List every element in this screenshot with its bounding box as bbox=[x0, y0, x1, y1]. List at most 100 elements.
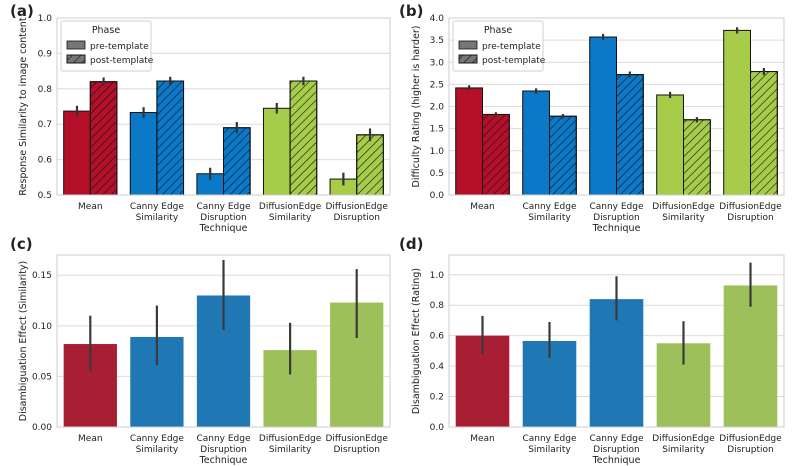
x-tick-label: Canny Edge bbox=[589, 202, 644, 212]
legend-swatch-hatch bbox=[66, 54, 86, 64]
x-tick-label: Disruption bbox=[200, 445, 246, 455]
y-tick-label: 0.05 bbox=[32, 372, 52, 382]
axes-frame bbox=[448, 254, 785, 428]
axes-frame bbox=[56, 17, 391, 196]
y-tick-label: 1.0 bbox=[430, 271, 445, 281]
x-tick-label: Canny Edge bbox=[196, 434, 251, 444]
panel-label: (b) bbox=[399, 2, 423, 20]
x-tick-label: Disruption bbox=[727, 213, 773, 223]
bar-hatch bbox=[356, 134, 384, 196]
panel-1: (a) 0.5 0.6 0.7 0.8 0.9 1.0 Response Similarity… bbox=[10, 2, 391, 234]
bar-hatch bbox=[482, 113, 510, 196]
bar-hatch bbox=[223, 127, 251, 196]
x-tick-label: Similarity bbox=[662, 213, 705, 223]
bar-pre bbox=[723, 29, 752, 196]
bar-pre bbox=[129, 112, 158, 196]
x-tick-label: DiffusionEdge bbox=[719, 202, 782, 212]
x-tick-label: DiffusionEdge bbox=[326, 202, 389, 212]
x-axis-label: Technique bbox=[199, 455, 248, 466]
y-tick-label: 0.6 bbox=[38, 156, 53, 166]
x-tick-label: Disruption bbox=[333, 445, 379, 455]
bar-hatch bbox=[616, 74, 644, 196]
bar-hatch bbox=[683, 119, 711, 196]
x-tick-label: DiffusionEdge bbox=[259, 202, 322, 212]
x-tick-label: Similarity bbox=[136, 213, 179, 223]
bar-pre bbox=[589, 36, 618, 196]
y-tick-label: 0.10 bbox=[32, 322, 52, 332]
x-tick-label: DiffusionEdge bbox=[652, 434, 715, 444]
x-tick-label: Similarity bbox=[662, 445, 705, 455]
bar-hatch bbox=[549, 115, 577, 196]
panel-label: (c) bbox=[10, 235, 33, 253]
y-tick-label: 0.0 bbox=[430, 191, 445, 201]
panel-label: (a) bbox=[10, 2, 34, 20]
x-tick-label: DiffusionEdge bbox=[259, 434, 322, 444]
y-tick-label: 0.4 bbox=[430, 362, 445, 372]
y-tick-label: 0.8 bbox=[430, 301, 445, 311]
y-tick-label: 0.8 bbox=[38, 85, 53, 95]
y-tick-label: 0.6 bbox=[430, 332, 445, 342]
y-axis-label: Disambiguation Effect (Rating) bbox=[411, 268, 422, 414]
legend-entry: post-template bbox=[482, 56, 546, 66]
x-tick-label: Similarity bbox=[269, 445, 312, 455]
x-tick-label: Canny Edge bbox=[196, 202, 251, 212]
x-axis-label: Technique bbox=[592, 223, 641, 234]
y-tick-label: 1.0 bbox=[430, 147, 445, 157]
x-tick-label: Mean bbox=[78, 202, 103, 212]
y-axis-label: Disambiguation Effect (Similarity) bbox=[18, 261, 29, 421]
x-tick-label: Mean bbox=[470, 202, 495, 212]
x-tick-label: Similarity bbox=[269, 213, 312, 223]
x-tick-label: Mean bbox=[470, 434, 495, 444]
panel-2: (b) 0.0 0.5 1.0 1.5 2.0 2.5 3.0 3.5 4.0 Difficulty… bbox=[399, 2, 785, 234]
y-tick-label: 0.0 bbox=[430, 423, 445, 433]
y-tick-label: 4.0 bbox=[430, 14, 445, 24]
legend-swatch bbox=[458, 40, 478, 50]
x-tick-label: Disruption bbox=[593, 445, 639, 455]
bar-pre bbox=[63, 110, 91, 196]
x-tick-label: Similarity bbox=[136, 445, 179, 455]
bar-hatch bbox=[289, 80, 318, 196]
y-tick-label: 3.5 bbox=[430, 36, 444, 46]
bar-pre bbox=[455, 87, 484, 196]
y-tick-label: 0.5 bbox=[38, 191, 52, 201]
x-tick-label: Mean bbox=[78, 434, 103, 444]
legend-swatch bbox=[66, 40, 86, 50]
axes-frame bbox=[448, 17, 785, 196]
bar-pre bbox=[656, 94, 685, 196]
x-axis-label: Technique bbox=[592, 455, 641, 466]
bar-hatch bbox=[156, 80, 185, 196]
y-tick-label: 2.0 bbox=[430, 103, 445, 113]
y-tick-label: 0.7 bbox=[38, 120, 52, 130]
x-tick-label: Canny Edge bbox=[130, 202, 185, 212]
y-tick-label: 1.5 bbox=[430, 125, 444, 135]
x-tick-label: Disruption bbox=[200, 213, 246, 223]
y-tick-label: 0.5 bbox=[430, 169, 444, 179]
x-tick-label: Canny Edge bbox=[522, 202, 577, 212]
panel-label: (d) bbox=[399, 235, 423, 253]
y-tick-label: 0.00 bbox=[32, 423, 52, 433]
legend-entry: post-template bbox=[90, 56, 154, 66]
x-tick-label: DiffusionEdge bbox=[652, 202, 715, 212]
x-tick-label: Similarity bbox=[528, 445, 571, 455]
y-axis-label: Difficulty Rating (higher is harder) bbox=[411, 26, 422, 188]
legend-entry: pre-template bbox=[90, 42, 149, 52]
x-tick-label: Disruption bbox=[593, 213, 639, 223]
legend-title: Phase bbox=[92, 25, 121, 36]
legend-swatch-hatch bbox=[458, 54, 478, 64]
y-tick-label: 3.0 bbox=[430, 58, 445, 68]
bar bbox=[723, 285, 778, 427]
bar-hatch bbox=[750, 71, 778, 196]
x-tick-label: DiffusionEdge bbox=[719, 434, 782, 444]
x-tick-label: Similarity bbox=[528, 213, 571, 223]
x-tick-label: Canny Edge bbox=[130, 434, 185, 444]
x-tick-label: Canny Edge bbox=[589, 434, 644, 444]
y-tick-label: 1.0 bbox=[38, 14, 53, 24]
bar-hatch bbox=[89, 81, 118, 196]
bar-pre bbox=[262, 107, 291, 196]
x-tick-label: Canny Edge bbox=[522, 434, 577, 444]
x-tick-label: Disruption bbox=[333, 213, 379, 223]
panel-4: (d) 0.0 0.2 0.4 0.6 0.8 1.0 Disambiguation Effe… bbox=[399, 235, 785, 466]
y-tick-label: 0.15 bbox=[32, 271, 52, 281]
